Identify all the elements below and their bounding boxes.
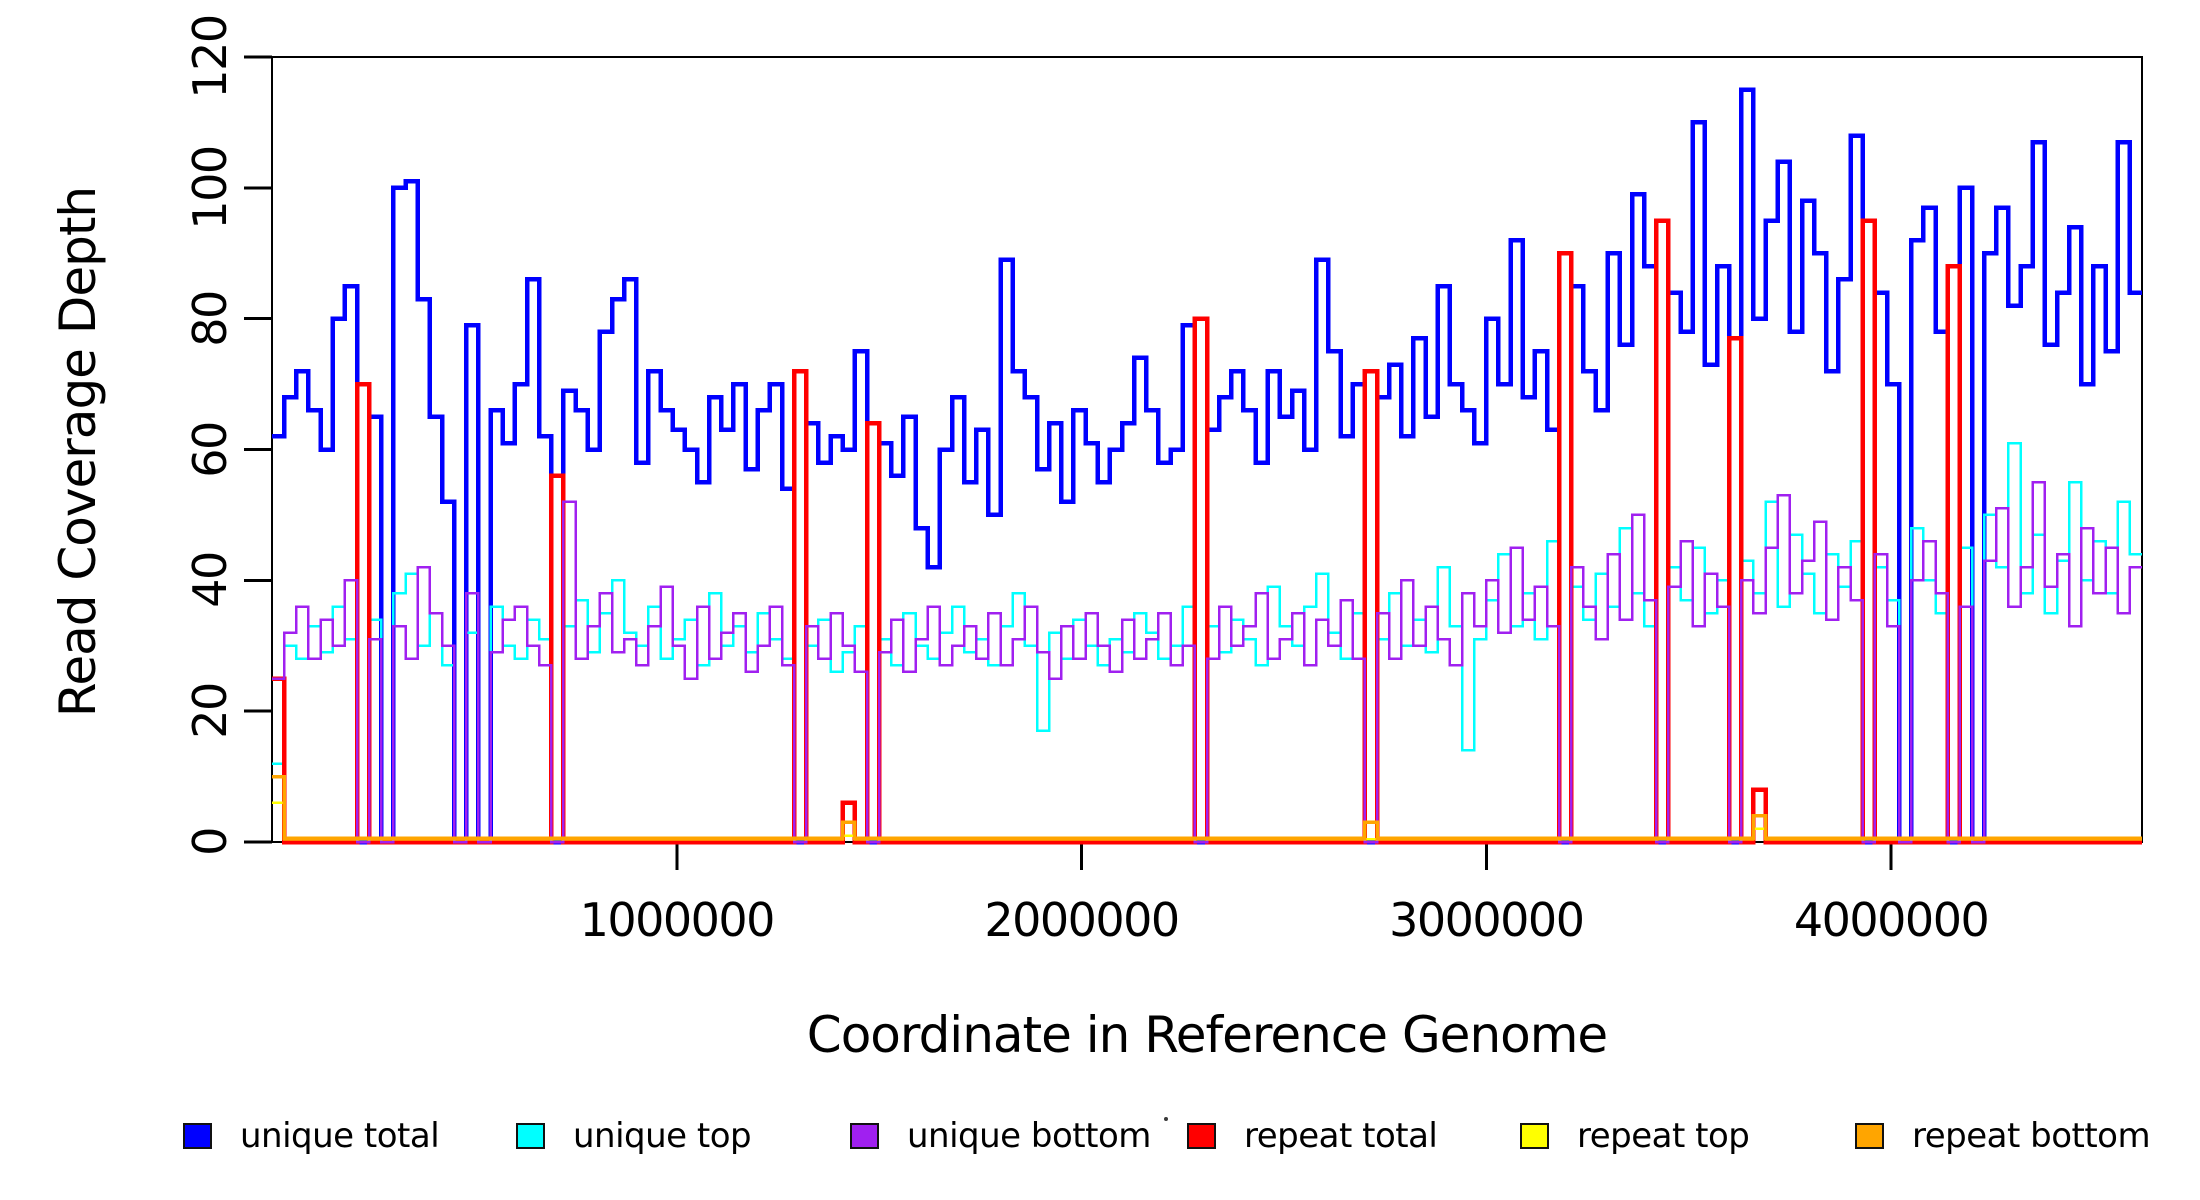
y-axis-title: Read Coverage Depth <box>49 186 107 718</box>
plot-area <box>244 55 2143 870</box>
legend-entry-repeat-bottom: repeat bottom <box>1855 1116 2151 1156</box>
unique-top-swatch-icon <box>516 1123 545 1149</box>
series-unique-bottom <box>272 480 2142 844</box>
x-tick-label: 2000000 <box>984 893 1180 947</box>
x-tick-label: 4000000 <box>1793 893 1990 947</box>
y-tick-label: 20 <box>183 683 237 739</box>
legend-entry-repeat-top: repeat top <box>1520 1116 1750 1156</box>
unique-total-swatch-icon <box>183 1123 212 1149</box>
series-repeat-bottom <box>272 774 2142 840</box>
x-tick-label: 1000000 <box>579 893 776 947</box>
stray-dot-artifact <box>1164 1117 1168 1121</box>
x-axis-title: Coordinate in Reference Genome <box>806 1006 1608 1064</box>
y-tick-label: 100 <box>183 146 237 230</box>
legend-entry-repeat-total: repeat total <box>1187 1116 1438 1156</box>
y-tick-label: 80 <box>183 290 237 347</box>
legend-label: repeat total <box>1244 1116 1438 1156</box>
repeat-bottom-swatch-icon <box>1855 1123 1884 1149</box>
legend-label: unique total <box>240 1116 440 1156</box>
legend-label: unique top <box>573 1116 752 1156</box>
legend-entry-unique-total: unique total <box>183 1116 440 1156</box>
x-tick-label: 3000000 <box>1389 893 1585 947</box>
y-tick-label: 0 <box>183 828 237 856</box>
repeat-total-swatch-icon <box>1187 1123 1216 1149</box>
y-tick-label: 40 <box>183 552 237 609</box>
legend-entry-unique-top: unique top <box>516 1116 752 1156</box>
legend-entry-unique-bottom: unique bottom <box>850 1116 1151 1156</box>
repeat-top-swatch-icon <box>1520 1123 1549 1149</box>
unique-bottom-swatch-icon <box>850 1123 879 1149</box>
series-repeat-total <box>272 218 2142 845</box>
y-tick-label: 60 <box>183 421 237 478</box>
legend-label: unique bottom <box>907 1116 1151 1156</box>
legend-label: repeat top <box>1577 1116 1750 1156</box>
legend-label: repeat bottom <box>1912 1116 2151 1156</box>
y-tick-label: 120 <box>183 15 237 99</box>
